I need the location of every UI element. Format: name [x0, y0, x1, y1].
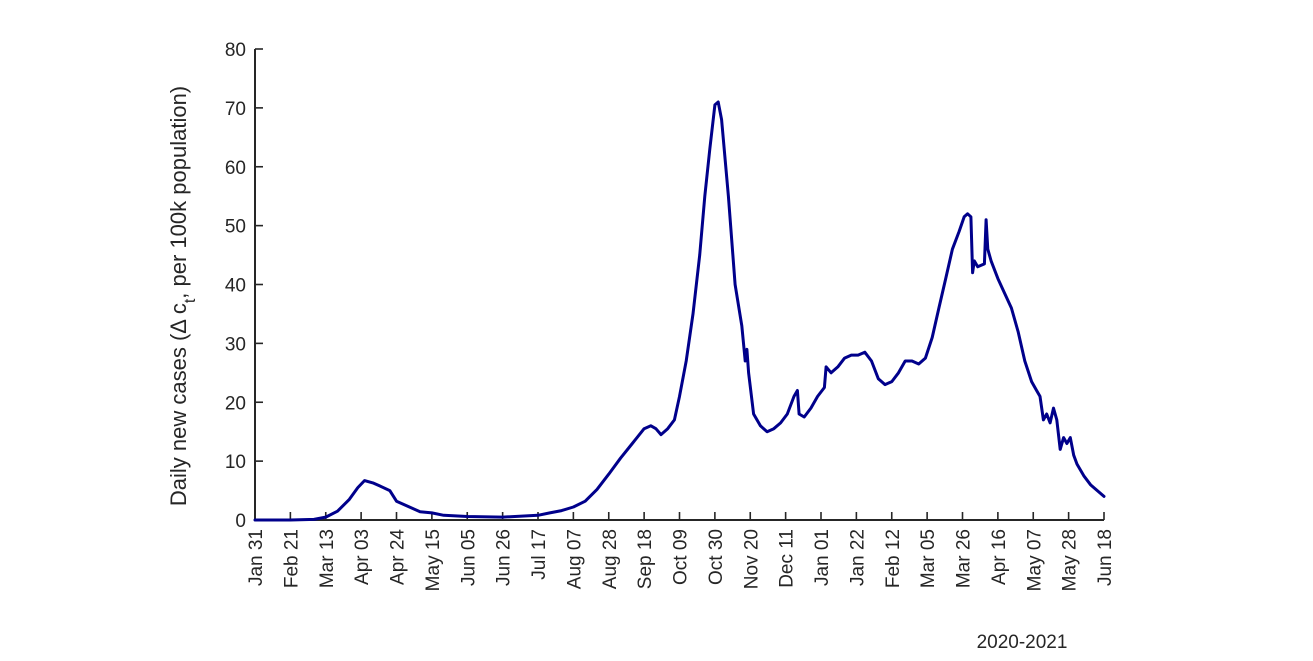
y-tick-label: 80 [225, 40, 246, 61]
y-tick-label: 10 [225, 452, 246, 473]
y-tick-label: 20 [225, 393, 246, 414]
x-tick-label: May 15 [423, 529, 444, 591]
x-tick-label: Jan 31 [246, 529, 267, 586]
x-tick-label: Apr 16 [989, 529, 1010, 585]
x-tick-label: Oct 30 [706, 529, 727, 585]
y-tick-label: 0 [235, 511, 246, 532]
x-tick-label: Nov 20 [741, 529, 762, 589]
y-axis-label-tail: , per 100k population) [166, 86, 191, 299]
y-tick-label: 70 [225, 99, 246, 120]
x-tick-label: Mar 26 [954, 529, 975, 588]
x-tick-label: Apr 24 [388, 529, 409, 585]
x-tick-label: Jun 26 [494, 529, 515, 586]
y-tick-label: 40 [225, 276, 246, 297]
x-tick-label: Jul 17 [529, 529, 550, 580]
x-tick-label: Oct 09 [671, 529, 692, 585]
series-layer [253, 100, 1106, 522]
x-tick-label: Feb 21 [281, 529, 302, 588]
y-tick-label: 30 [225, 334, 246, 355]
series-line [253, 100, 1106, 522]
y-tick-label: 50 [225, 217, 246, 238]
x-tick-label: Aug 07 [564, 529, 585, 589]
y-ticks: 0 10 20 30 40 50 60 70 80 [225, 40, 263, 532]
x-tick-label: Jan 01 [812, 529, 833, 586]
x-tick-label: Apr 03 [352, 529, 373, 585]
x-tick-label: May 28 [1060, 529, 1081, 591]
x-tick-label: Feb 12 [883, 529, 904, 588]
x-ticks: Jan 31 Feb 21 Mar 13 Apr 03 Apr 24 May 15 Jun … [246, 512, 1116, 591]
x-tick-label: May 07 [1024, 529, 1045, 591]
x-tick-label: Jun 05 [458, 529, 479, 586]
y-axis-label-main: Daily new cases (Δ c [166, 303, 191, 506]
x-tick-label: Jan 22 [847, 529, 868, 586]
x-tick-label: Sep 18 [635, 529, 656, 589]
y-axis-label: Daily new cases (Δ ct, per 100k populati… [166, 86, 199, 506]
x-tick-label: Dec 11 [777, 529, 798, 588]
x-tick-label: Jun 18 [1095, 529, 1116, 586]
x-tick-label: Mar 13 [317, 529, 338, 588]
x-axis-label: 2020-2021 [977, 632, 1068, 653]
y-axis-label-subscript: t [182, 298, 199, 303]
x-tick-label: Mar 05 [918, 529, 939, 588]
x-tick-label: Aug 28 [600, 529, 621, 589]
axes: 0 10 20 30 40 50 60 70 80 Jan 31 Feb 21 Mar 13 Apr … [225, 40, 1116, 591]
y-tick-label: 60 [225, 158, 246, 179]
